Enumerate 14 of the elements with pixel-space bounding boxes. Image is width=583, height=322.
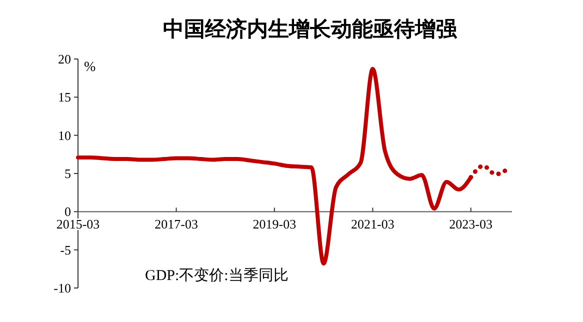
y-tick-label: 10 [58,128,71,143]
y-tick-label: -10 [54,280,71,296]
y-tick-label: 0 [64,204,71,220]
y-tick-label: 15 [58,90,71,105]
y-tick-label: -5 [60,242,71,258]
chart-title: 中国经济内生增长动能亟待增强 [163,17,458,41]
x-tick-label: 2019-03 [252,216,296,232]
x-tick-label: 2023-03 [449,216,493,232]
y-axis-title: % [84,60,96,75]
annotation: GDP:不变价:当季同比 [145,267,288,284]
y-tick-label: 5 [64,166,71,181]
x-tick-label: 2021-03 [351,216,394,232]
y-tick-label: 20 [58,52,71,66]
x-tick-label: 2017-03 [154,216,198,232]
